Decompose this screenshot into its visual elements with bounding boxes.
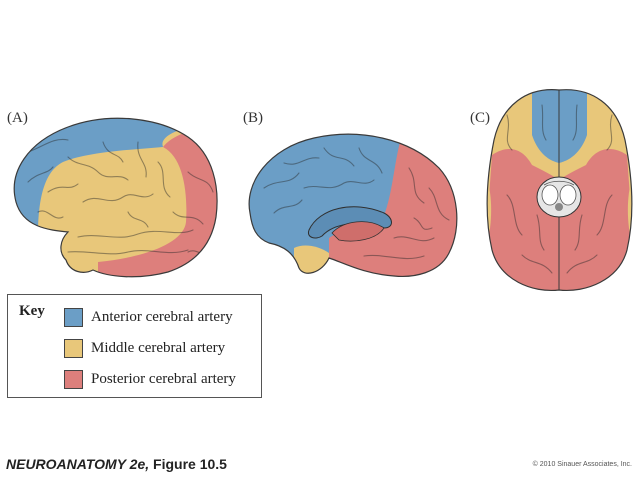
figure-caption: NEUROANATOMY 2e, Figure 10.5 — [6, 456, 227, 472]
pca-territory-b — [329, 134, 457, 277]
brain-inferior-view — [486, 89, 633, 292]
brain-medial-view — [248, 133, 458, 277]
key-item-anterior: Anterior cerebral artery — [64, 306, 233, 328]
aca-territory-a — [14, 118, 218, 237]
middle-swatch — [64, 338, 83, 358]
caption-figure: Figure 10.5 — [153, 456, 227, 472]
key-item-middle: Middle cerebral artery — [64, 337, 225, 359]
posterior-swatch — [64, 369, 83, 389]
midbrain-cross-section — [536, 176, 582, 218]
copyright-text: © 2010 Sinauer Associates, Inc. — [532, 461, 632, 468]
caption-book: NEUROANATOMY 2e, — [6, 456, 150, 472]
pca-territory-a — [98, 124, 218, 277]
brain-lateral-view — [13, 117, 218, 278]
key-legend: Key Anterior cerebral artery Middle cere… — [7, 294, 262, 398]
panel-label-a: (A) — [7, 110, 28, 126]
key-item-posterior: Posterior cerebral artery — [64, 368, 236, 390]
key-label-anterior: Anterior cerebral artery — [91, 308, 233, 325]
key-label-posterior: Posterior cerebral artery — [91, 370, 236, 387]
anterior-swatch — [64, 307, 83, 327]
mca-territory-b — [294, 245, 329, 277]
key-label-middle: Middle cerebral artery — [91, 339, 226, 356]
panel-label-c: (C) — [470, 110, 490, 126]
key-title: Key — [19, 303, 45, 319]
panel-label-b: (B) — [243, 110, 263, 126]
